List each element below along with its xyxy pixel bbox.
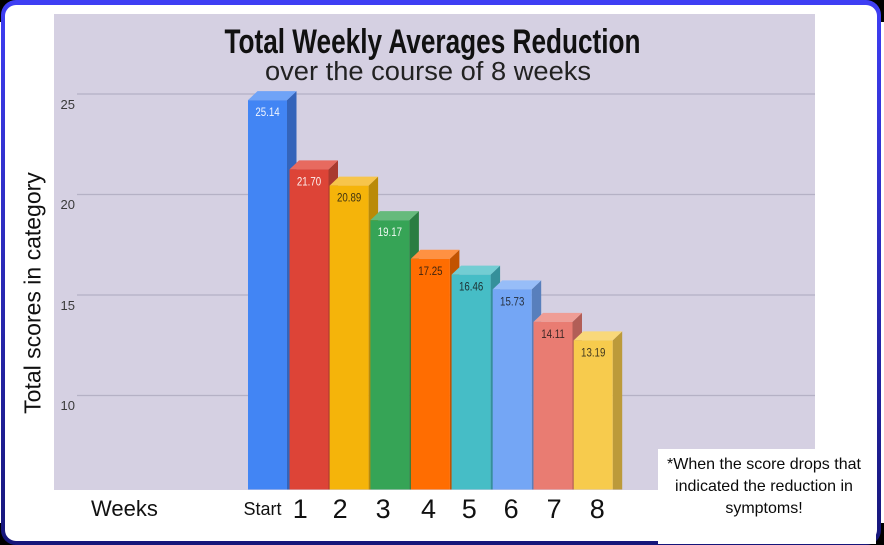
svg-text:25.14: 25.14 xyxy=(255,106,279,119)
svg-text:17.25: 17.25 xyxy=(418,265,442,278)
svg-text:14.11: 14.11 xyxy=(541,328,565,341)
svg-text:16.46: 16.46 xyxy=(459,281,483,294)
svg-text:15.73: 15.73 xyxy=(500,295,524,308)
svg-text:19.17: 19.17 xyxy=(378,226,402,239)
svg-text:13.19: 13.19 xyxy=(581,346,605,359)
svg-text:20.89: 20.89 xyxy=(337,192,361,205)
svg-text:21.70: 21.70 xyxy=(297,175,321,188)
